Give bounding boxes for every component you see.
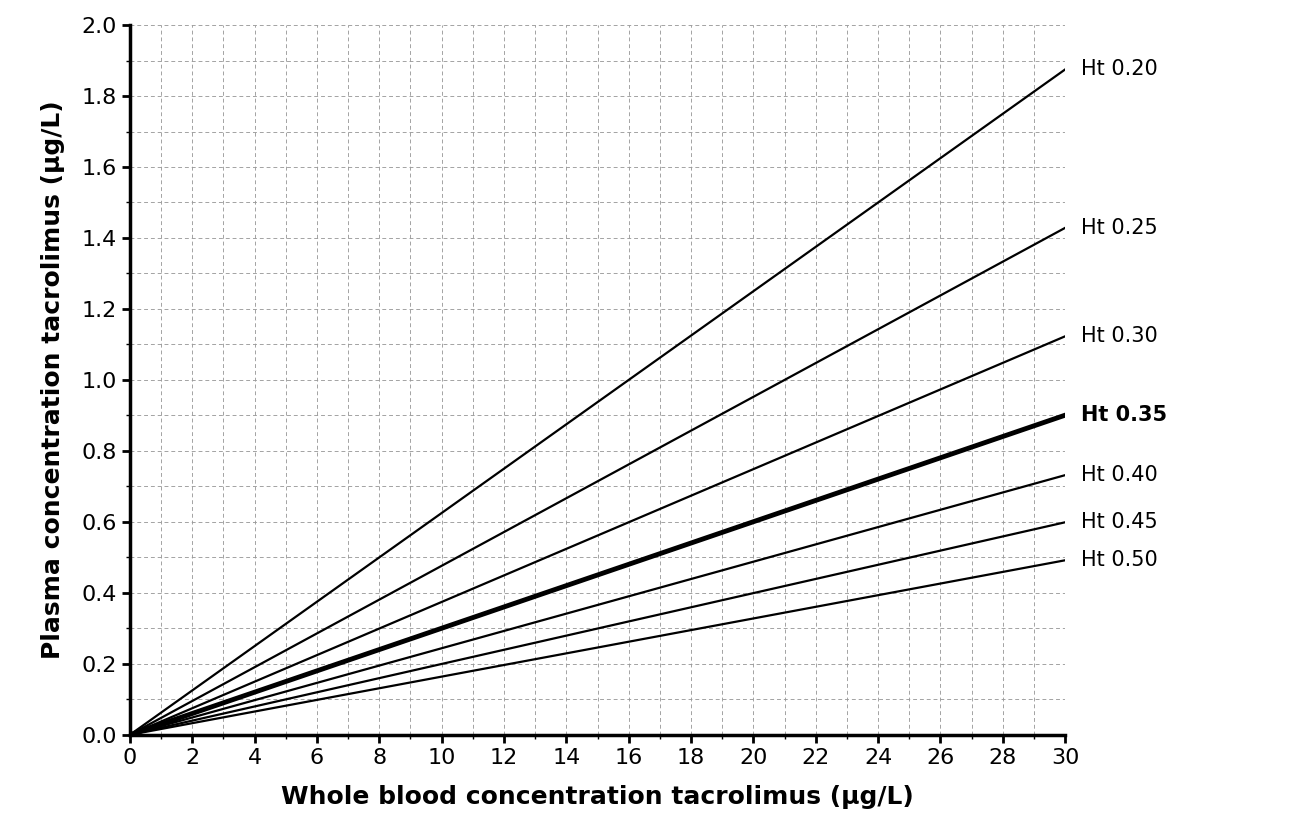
Text: Ht 0.50: Ht 0.50	[1081, 550, 1157, 570]
X-axis label: Whole blood concentration tacrolimus (μg/L): Whole blood concentration tacrolimus (μg…	[281, 785, 914, 808]
Y-axis label: Plasma concentration tacrolimus (μg/L): Plasma concentration tacrolimus (μg/L)	[40, 100, 65, 660]
Text: Ht 0.30: Ht 0.30	[1081, 326, 1157, 347]
Text: Ht 0.40: Ht 0.40	[1081, 465, 1157, 485]
Text: Ht 0.35: Ht 0.35	[1081, 405, 1167, 425]
Text: Ht 0.25: Ht 0.25	[1081, 218, 1157, 238]
Text: Ht 0.45: Ht 0.45	[1081, 512, 1157, 532]
Text: Ht 0.20: Ht 0.20	[1081, 59, 1157, 79]
